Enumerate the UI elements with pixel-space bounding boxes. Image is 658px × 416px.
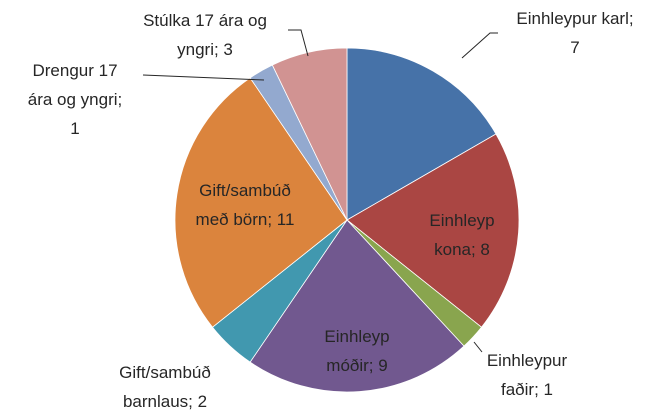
data-label-line: Einhleyp [429, 211, 494, 230]
data-label-line: móðir; 9 [326, 356, 387, 375]
data-label: Drengur 17 ára og yngri; 1 [28, 61, 123, 138]
data-label: Einhleypur faðir; 1 [487, 351, 568, 399]
data-label: Einhleyp kona; 8 [429, 211, 494, 259]
data-label-line: Einhleypur [487, 351, 568, 370]
data-label: Gift/sambúð barnlaus; 2 [119, 363, 211, 411]
data-label-line: kona; 8 [434, 240, 490, 259]
data-label: Gift/sambúð með börn; 11 [196, 181, 295, 229]
data-label-line: með börn; 11 [196, 210, 295, 229]
data-label-line: Stúlka 17 ára og [143, 11, 267, 30]
data-label-line: barnlaus; 2 [123, 392, 207, 411]
data-label-line: Gift/sambúð [119, 363, 211, 382]
data-label-line: Gift/sambúð [199, 181, 291, 200]
pie-slice [271, 47, 348, 221]
pie-slice [346, 47, 497, 221]
data-label-line: ára og yngri; [28, 90, 123, 109]
data-label: Stúlka 17 ára og yngri; 3 [143, 11, 267, 59]
leader-line [142, 74, 265, 81]
pie-slice [174, 77, 348, 328]
leader-line [461, 32, 498, 59]
data-label-line: Einhleyp [324, 327, 389, 346]
data-label-line: yngri; 3 [177, 40, 233, 59]
pie-slice [249, 219, 465, 393]
data-label-line: 7 [570, 38, 579, 57]
pie-slice [346, 133, 520, 328]
leader-line [288, 29, 309, 57]
data-label-line: 1 [70, 119, 79, 138]
data-label-line: faðir; 1 [501, 380, 553, 399]
data-label-line: Drengur 17 [32, 61, 117, 80]
data-label-line: Einhleypur karl; [516, 9, 633, 28]
leader-line [473, 341, 483, 353]
data-label: Einhleypur karl; 7 [516, 9, 633, 57]
data-label: Einhleyp móðir; 9 [324, 327, 389, 375]
